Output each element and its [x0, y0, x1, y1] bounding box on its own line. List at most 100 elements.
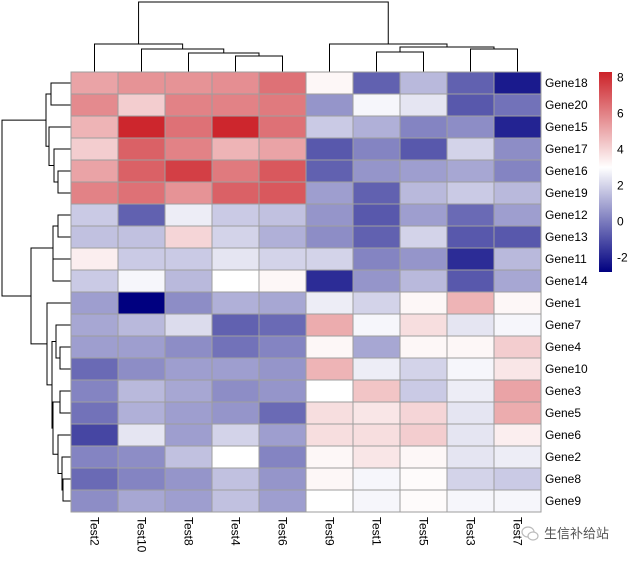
heatmap-cell: [164, 379, 213, 403]
heatmap-cell: [117, 423, 166, 447]
heatmap-cell: [70, 489, 119, 513]
dendrogram-branch: [30, 247, 53, 345]
row-labels: Gene18 Gene20 Gene15 Gene17 Gene16 Gene19 Gene…: [545, 76, 588, 508]
heatmap-cell: [211, 269, 260, 293]
heatmap-cell: [258, 181, 307, 205]
dendrogram-branch: [48, 126, 71, 166]
heatmap-cell: [352, 445, 401, 469]
heatmap-cell: [446, 423, 495, 447]
legend-tick-label: 2: [617, 179, 624, 193]
heatmap-cell: [164, 269, 213, 293]
heatmap-cell: [211, 203, 260, 227]
heatmap-cell: [70, 423, 119, 447]
heatmap-cell: [70, 137, 119, 161]
heatmap-cell: [493, 159, 542, 183]
dendrogram-branch: [376, 51, 424, 72]
heatmap-cell: [164, 423, 213, 447]
heatmap-cell: [352, 291, 401, 315]
heatmap-cell: [305, 137, 354, 161]
heatmap-cell: [211, 313, 260, 337]
heatmap-cell: [211, 159, 260, 183]
heatmap-cell: [305, 467, 354, 491]
heatmap-cell: [305, 423, 354, 447]
heatmap-cell: [211, 181, 260, 205]
heatmap-cell: [352, 489, 401, 513]
heatmap-cell: [399, 379, 448, 403]
heatmap-cell: [352, 247, 401, 271]
legend-color-bar: [599, 72, 612, 272]
row-label: Gene20: [545, 98, 588, 112]
dendrogram-branch: [50, 82, 71, 106]
dendrogram-branch: [470, 48, 518, 72]
dendrogram-branch: [329, 43, 448, 72]
heatmap-cell: [493, 71, 542, 95]
heatmap-cell: [305, 247, 354, 271]
heatmap-cell: [164, 291, 213, 315]
heatmap-cell: [70, 203, 119, 227]
row-label: Gene2: [545, 450, 581, 464]
heatmap-cells: [70, 71, 542, 513]
heatmap-cell: [399, 115, 448, 139]
heatmap-cell: [305, 291, 354, 315]
heatmap-cell: [164, 247, 213, 271]
heatmap-cell: [70, 93, 119, 117]
dendrogram-branch: [59, 390, 71, 414]
row-label: Gene3: [545, 384, 581, 398]
column-label: Test10: [135, 517, 149, 553]
column-label: Test9: [323, 517, 337, 546]
heatmap-cell: [211, 357, 260, 381]
heatmap-cell: [117, 225, 166, 249]
heatmap-cell: [305, 357, 354, 381]
heatmap-cell: [446, 115, 495, 139]
heatmap-cell: [164, 335, 213, 359]
heatmap-cell: [211, 379, 260, 403]
heatmap-cell: [399, 335, 448, 359]
heatmap-cell: [211, 247, 260, 271]
heatmap-cell: [493, 489, 542, 513]
column-label: Test2: [88, 517, 102, 546]
heatmap-cell: [70, 181, 119, 205]
heatmap-cell: [117, 313, 166, 337]
heatmap-cell: [305, 203, 354, 227]
heatmap-cell: [493, 291, 542, 315]
heatmap-cell: [493, 115, 542, 139]
heatmap-cell: [352, 467, 401, 491]
heatmap-cell: [493, 313, 542, 337]
heatmap-cell: [305, 445, 354, 469]
row-label: Gene15: [545, 120, 588, 134]
heatmap-cell: [164, 181, 213, 205]
heatmap-cell: [305, 489, 354, 513]
heatmap-cell: [493, 445, 542, 469]
dendrogram-branch: [57, 214, 71, 238]
heatmap-cell: [446, 401, 495, 425]
heatmap-cell: [305, 401, 354, 425]
row-label: Gene6: [545, 428, 581, 442]
heatmap-cell: [493, 225, 542, 249]
dendrogram-branch: [235, 55, 283, 72]
column-label: Test7: [511, 517, 525, 546]
heatmap-cell: [446, 181, 495, 205]
heatmap-cell: [258, 115, 307, 139]
heatmap-cell: [446, 445, 495, 469]
heatmap-cell: [446, 291, 495, 315]
legend-tick-label: 8: [617, 70, 624, 84]
row-label: Gene8: [545, 472, 581, 486]
dendrogram-branch: [57, 170, 71, 194]
heatmap-cell: [493, 93, 542, 117]
heatmap-cell: [117, 445, 166, 469]
column-label: Test3: [464, 517, 478, 546]
heatmap-cell: [211, 71, 260, 95]
heatmap-cell: [305, 181, 354, 205]
heatmap-cell: [258, 159, 307, 183]
heatmap-cell: [352, 379, 401, 403]
heatmap-cell: [70, 313, 119, 337]
heatmap-cell: [446, 467, 495, 491]
watermark: 生信补给站: [521, 526, 609, 542]
dendrogram-branch: [52, 225, 58, 270]
heatmap-cell: [493, 247, 542, 271]
heatmap-cell: [117, 401, 166, 425]
heatmap-cell: [211, 335, 260, 359]
heatmap-cell: [117, 159, 166, 183]
column-label: Test1: [370, 517, 384, 546]
heatmap-cell: [258, 379, 307, 403]
